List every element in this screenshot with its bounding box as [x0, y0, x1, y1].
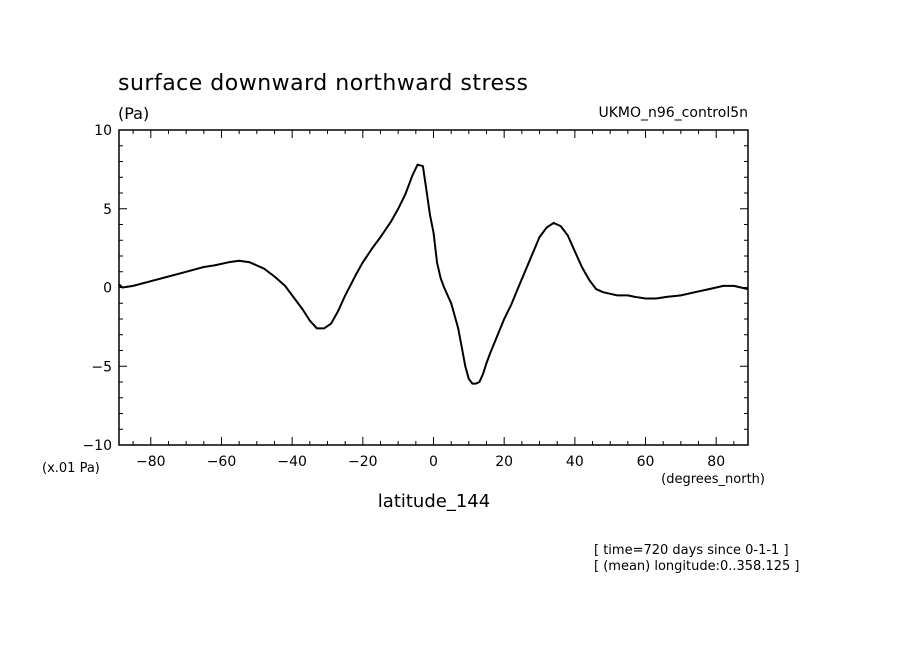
- chart-units: (Pa): [118, 104, 149, 123]
- x-tick-label: 40: [566, 454, 584, 470]
- x-tick-label: −60: [207, 454, 237, 470]
- y-tick-label: −5: [91, 359, 112, 375]
- data-series-line: [118, 163, 749, 385]
- longitude-note: [ (mean) longitude:0..358.125 ]: [594, 559, 799, 574]
- y-tick-label: 10: [94, 123, 112, 139]
- x-tick-label: 0: [429, 454, 438, 470]
- x-tick-label: −40: [277, 454, 307, 470]
- x-tick-label: −80: [136, 454, 166, 470]
- y-tick-labels: −10 −5 0 5 10: [82, 123, 112, 454]
- x-tick-label: −20: [348, 454, 378, 470]
- y-tick-label: 5: [103, 202, 112, 218]
- x-units-label: (degrees_north): [661, 472, 765, 487]
- time-note: [ time=720 days since 0-1-1 ]: [594, 543, 789, 558]
- plot-frame: [118, 129, 749, 446]
- x-tick-label: 20: [495, 454, 513, 470]
- x-tick-label: 60: [637, 454, 655, 470]
- x-tick-label: 80: [707, 454, 725, 470]
- x-tick-labels: −80 −60 −40 −20 0 20 40 60 80: [136, 454, 725, 470]
- dataset-name: UKMO_n96_control5n: [598, 105, 748, 121]
- x-axis-label: latitude_144: [378, 491, 490, 512]
- chart-title: surface downward northward stress: [118, 71, 528, 96]
- axis-ticks: [119, 129, 748, 446]
- y-scale-label: (x.01 Pa): [42, 461, 100, 476]
- y-tick-label: −10: [82, 438, 112, 454]
- y-tick-label: 0: [103, 281, 112, 297]
